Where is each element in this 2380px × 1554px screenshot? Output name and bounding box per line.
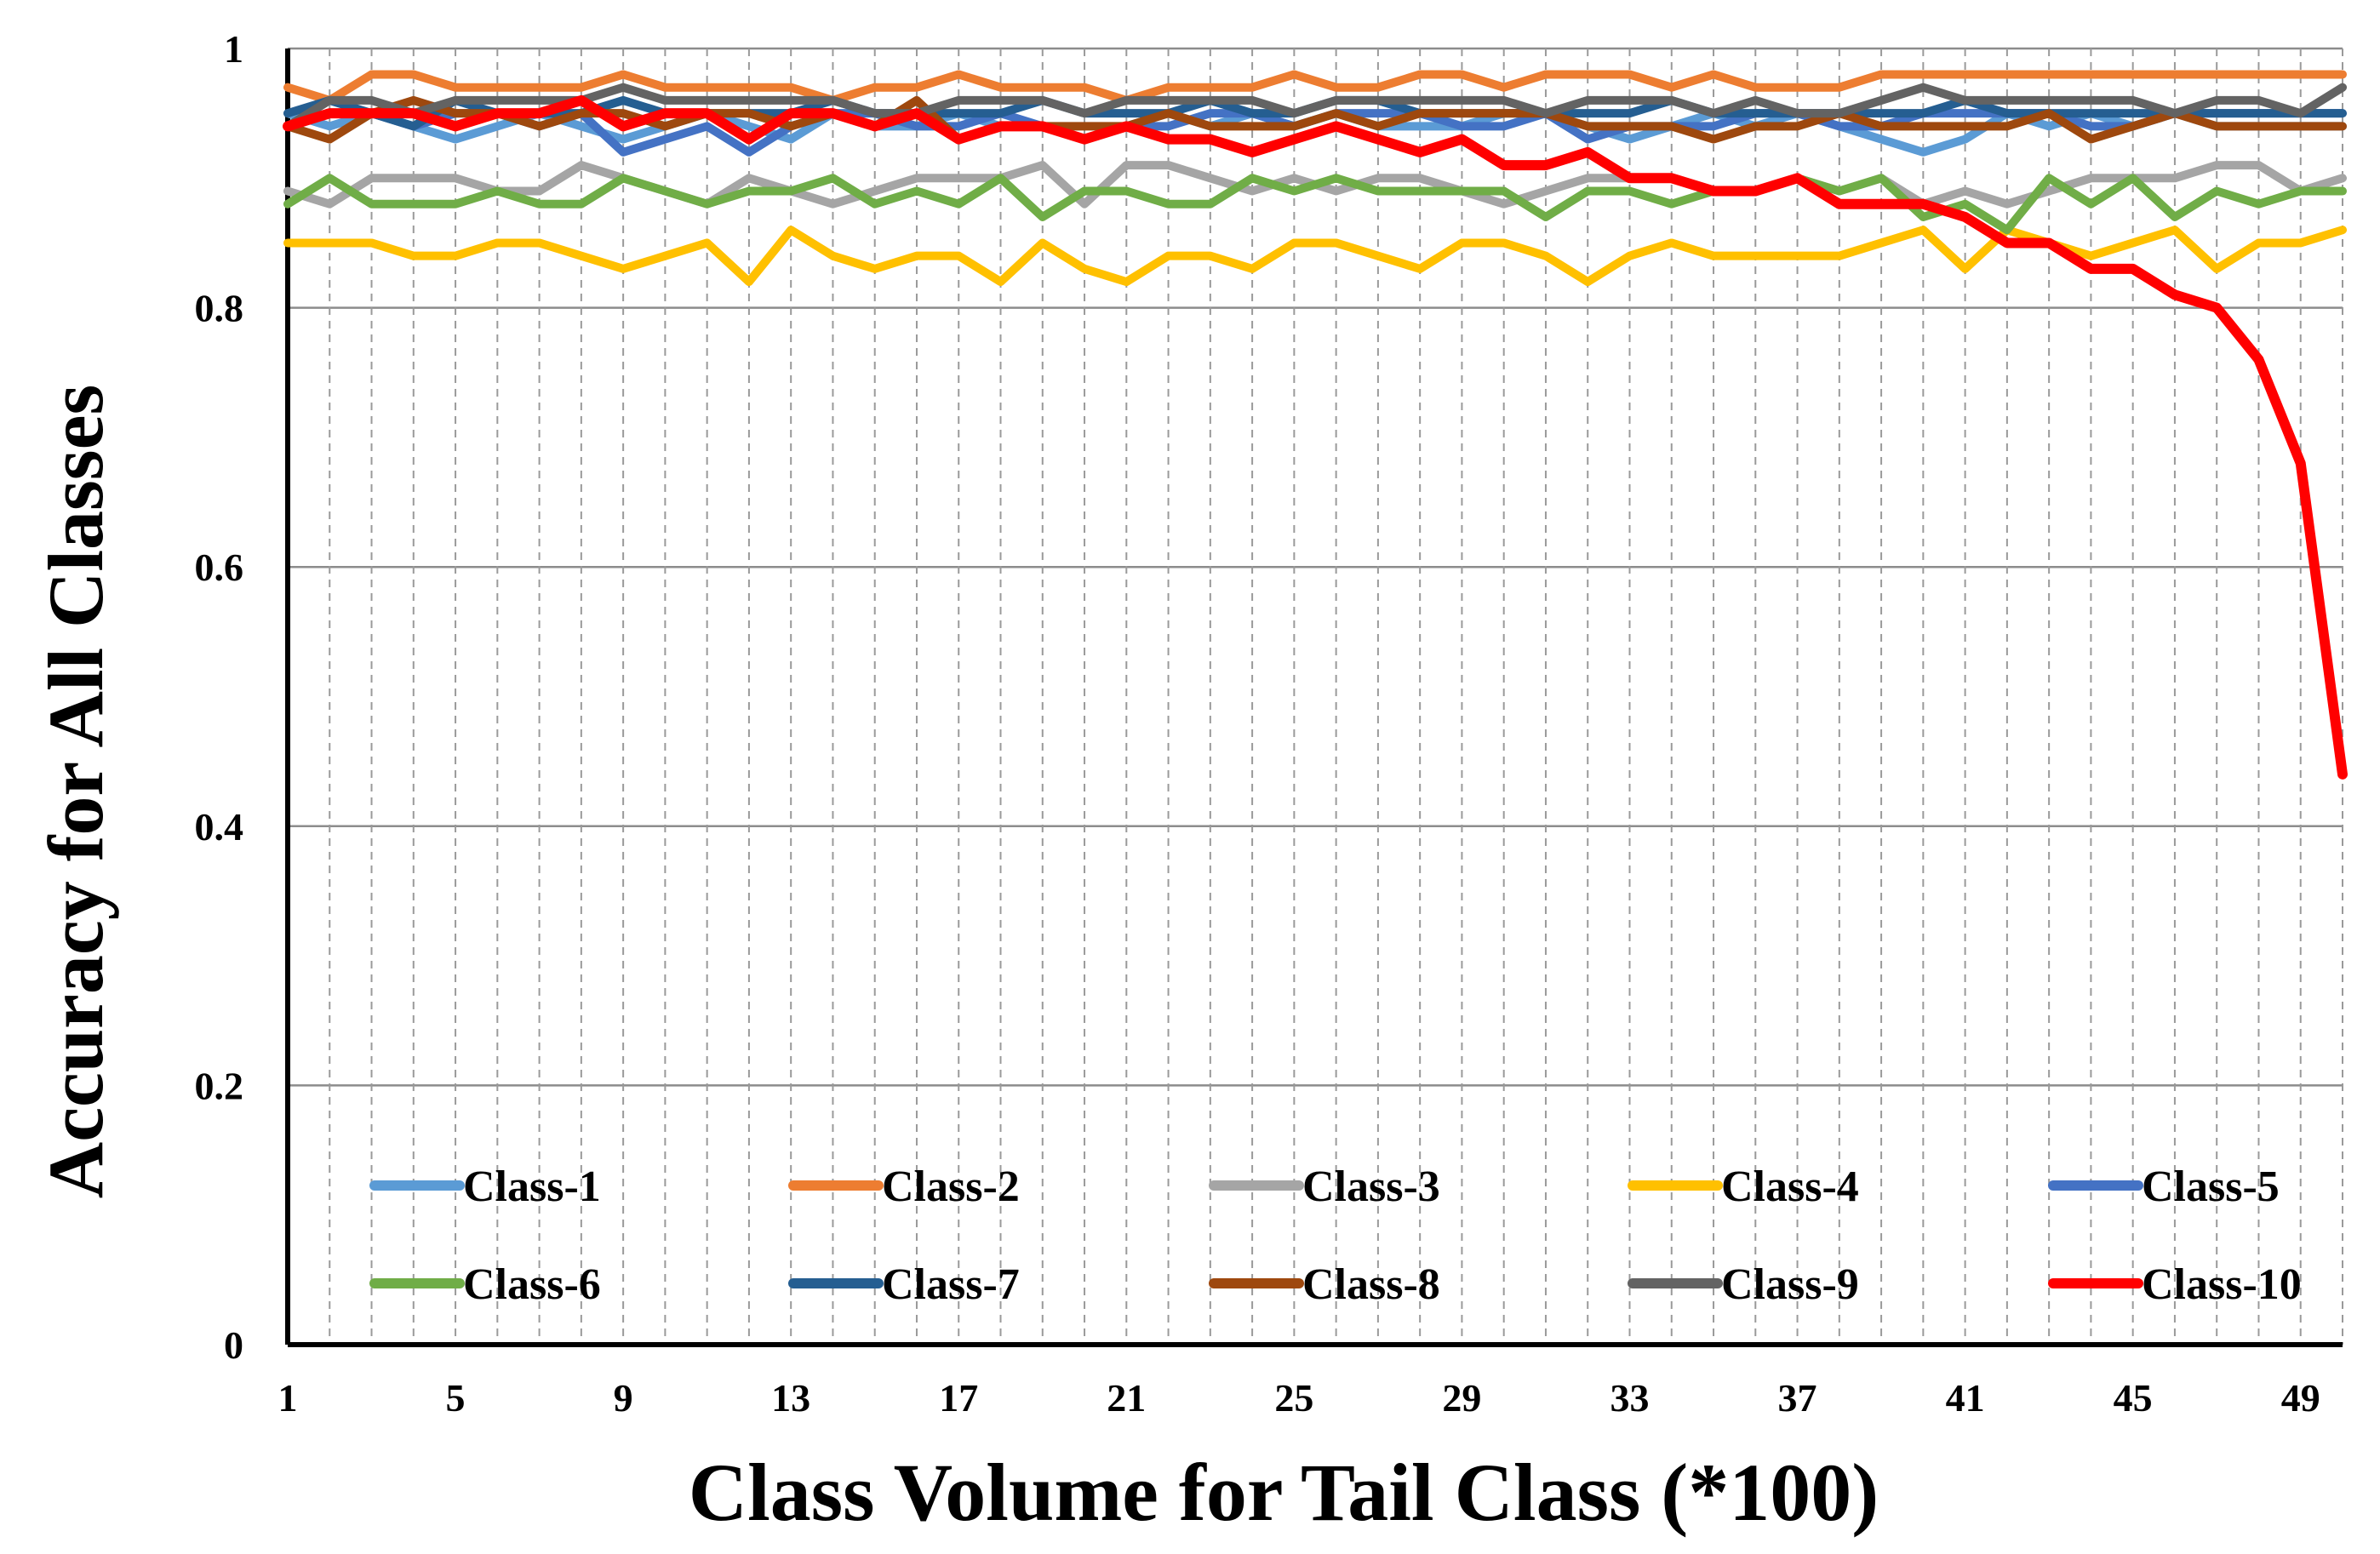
vertical-gridlines [329,49,2343,1345]
series-line-class-4 [283,226,2347,287]
y-tick-label: 0 [224,1323,243,1367]
legend-label: Class-5 [2142,1163,2280,1211]
y-tick-labels: 0 0.2 0.4 0.6 0.8 1 [195,27,244,1367]
x-tick-label: 5 [446,1376,466,1420]
series-line-class-8 [283,95,2347,144]
legend-label: Class-1 [463,1163,601,1211]
x-tick-label: 17 [939,1376,978,1420]
legend-label: Class-7 [882,1260,1020,1309]
x-axis-title: Class Volume for Tail Class (*100) [689,1447,1879,1538]
legend-label: Class-9 [1721,1260,1859,1309]
legend-label: Class-10 [2142,1260,2302,1309]
x-tick-label: 29 [1442,1376,1481,1420]
legend-label: Class-8 [1302,1260,1440,1309]
y-tick-label: 0.2 [195,1064,244,1107]
series-line-class-2 [283,70,2347,105]
x-tick-label: 45 [2114,1376,2153,1420]
x-tick-label: 1 [278,1376,298,1420]
legend-label: Class-4 [1721,1163,1859,1211]
x-tick-label: 33 [1610,1376,1649,1420]
horizontal-gridlines [288,47,2343,1087]
x-tick-label: 13 [771,1376,810,1420]
x-tick-labels: 1 5 9 13 17 21 25 29 33 37 41 45 49 [278,1376,2320,1420]
x-tick-label: 25 [1274,1376,1313,1420]
series-line-class-10 [283,94,2348,780]
legend: Class-1 Class-2 Class-3 Class-4 Class-5 Class… [369,1163,2302,1309]
x-tick-label: 41 [1946,1376,1985,1420]
y-tick-label: 0.6 [195,546,244,589]
series-lines [283,70,2348,780]
x-tick-label: 37 [1778,1376,1817,1420]
legend-label: Class-3 [1302,1163,1440,1211]
legend-label: Class-2 [882,1163,1020,1211]
y-tick-label: 1 [224,27,243,71]
y-tick-label: 0.4 [195,805,244,848]
y-axis-title: Accuracy for All Classes [32,385,119,1198]
x-tick-label: 9 [614,1376,633,1420]
x-tick-label: 49 [2281,1376,2320,1420]
series-line-class-9 [283,83,2347,131]
y-tick-label: 0.8 [195,287,244,330]
axes [285,49,2343,1347]
series-line-class-6 [283,174,2347,235]
legend-label: Class-6 [463,1260,601,1309]
x-tick-label: 21 [1107,1376,1146,1420]
